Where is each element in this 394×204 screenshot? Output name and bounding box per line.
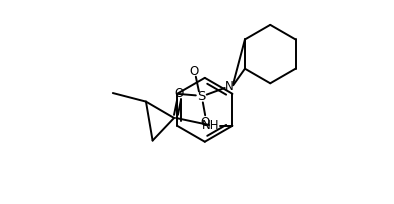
Text: O: O — [175, 86, 184, 100]
Text: NH: NH — [202, 119, 220, 132]
Text: O: O — [201, 116, 210, 129]
Text: N: N — [225, 80, 234, 93]
Text: S: S — [197, 90, 205, 103]
Text: O: O — [190, 65, 199, 79]
